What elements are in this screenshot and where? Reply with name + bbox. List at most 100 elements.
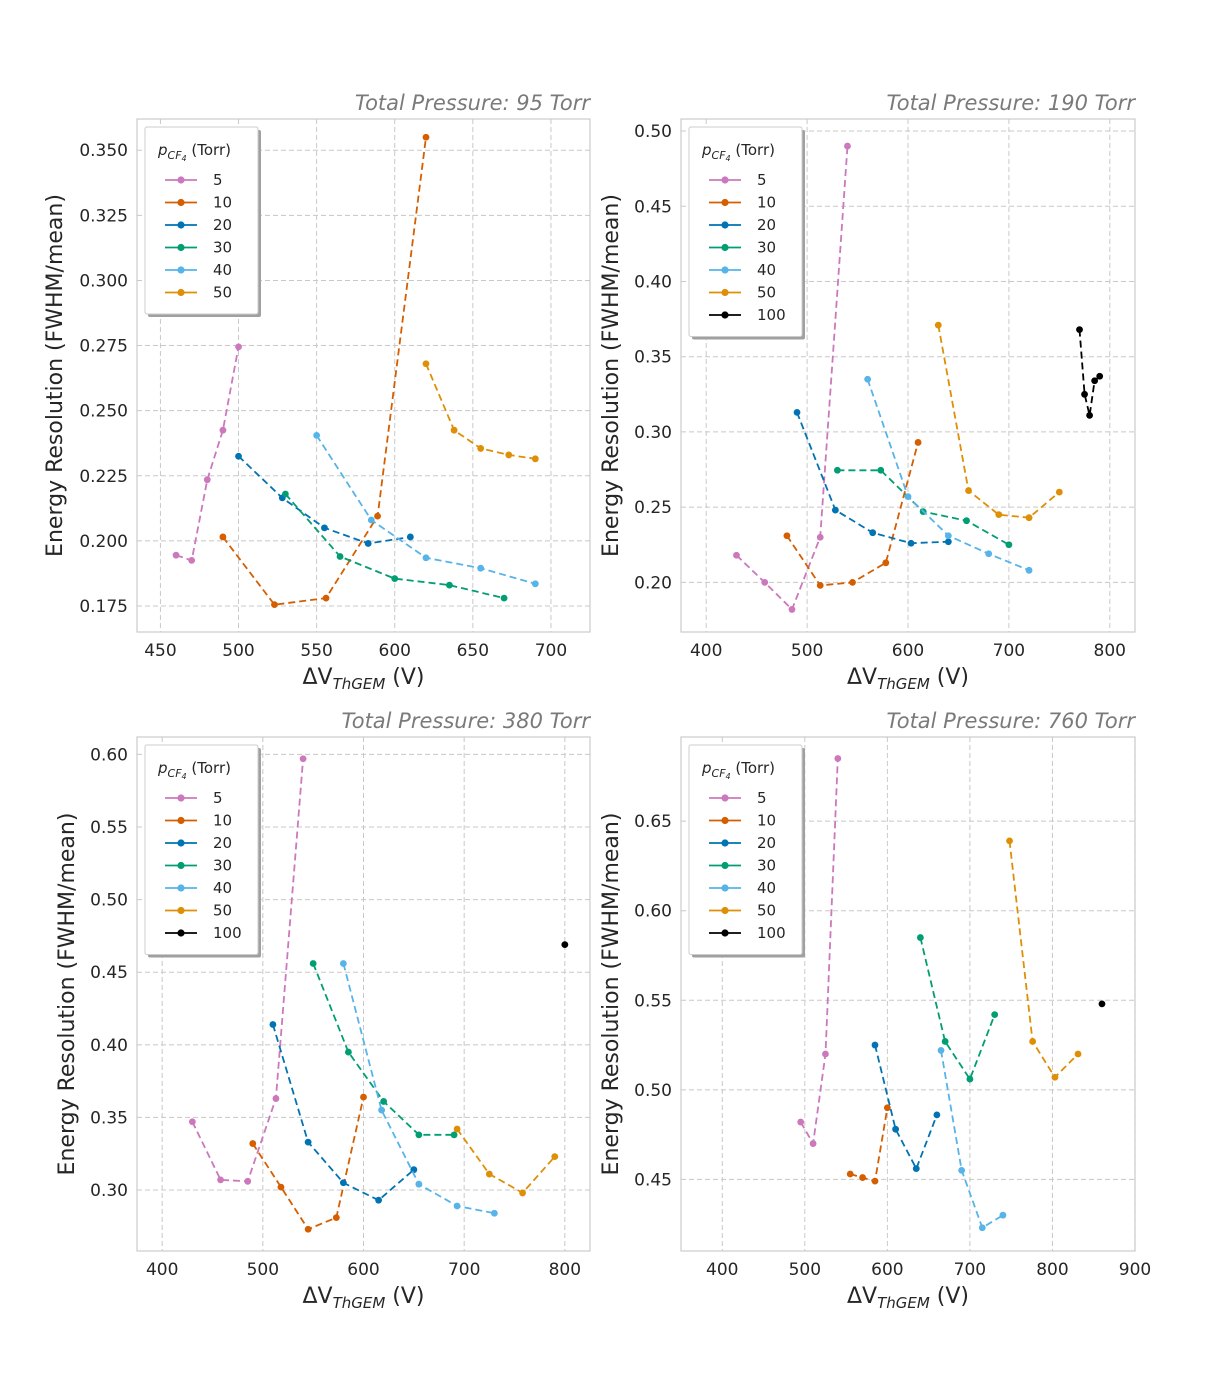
data-point xyxy=(364,540,372,547)
legend-marker-100 xyxy=(721,311,729,319)
chart-panel-3: 400 500 600 700 800 0.30 0.35 0.40 0.45 0.50 0.55 0… xyxy=(55,709,591,1312)
data-point xyxy=(869,529,877,537)
data-point xyxy=(219,426,227,434)
legend: pCF4 (Torr) 5 10 20 30 40 50 100 xyxy=(688,126,805,340)
data-point xyxy=(1081,390,1088,398)
x-tick-label: 600 xyxy=(871,1260,903,1280)
data-point xyxy=(816,581,824,589)
data-point xyxy=(934,321,942,329)
legend-label-5: 5 xyxy=(757,789,767,807)
panel-title: Total Pressure: 380 Torr xyxy=(341,709,591,733)
legend-label-30: 30 xyxy=(213,857,232,875)
data-point xyxy=(367,516,375,524)
data-point xyxy=(345,1048,352,1056)
legend-box xyxy=(144,126,259,315)
data-point xyxy=(871,1177,879,1185)
y-tick-label: 0.325 xyxy=(79,206,128,226)
y-tick-label: 0.30 xyxy=(90,1181,128,1201)
data-point xyxy=(1006,837,1013,845)
data-point xyxy=(203,476,211,484)
x-tick-label: 900 xyxy=(1119,1260,1151,1280)
legend-title: pCF4 (Torr) xyxy=(157,759,231,781)
x-tick-label: 800 xyxy=(1036,1260,1068,1280)
legend-label-30: 30 xyxy=(757,857,776,875)
data-point xyxy=(963,517,970,525)
data-point xyxy=(944,538,952,546)
y-tick-label: 0.45 xyxy=(634,197,672,217)
data-point xyxy=(380,1098,388,1105)
data-point xyxy=(733,551,740,559)
legend-label-50: 50 xyxy=(213,902,232,920)
data-point xyxy=(490,1209,498,1217)
legend-label-40: 40 xyxy=(757,261,776,279)
series-5 xyxy=(172,343,242,564)
data-point xyxy=(1051,1073,1059,1081)
data-point xyxy=(332,1214,340,1222)
y-axis-label: Energy Resolution (FWHM/mean) xyxy=(599,813,624,1176)
data-point xyxy=(985,550,993,558)
data-point xyxy=(450,426,458,434)
panel-title: Total Pressure: 95 Torr xyxy=(355,91,592,115)
data-point xyxy=(272,1095,280,1102)
data-point xyxy=(477,564,485,572)
y-tick-label: 0.250 xyxy=(79,402,128,422)
legend-label-50: 50 xyxy=(213,284,232,302)
legend-marker-30 xyxy=(721,243,729,252)
x-tick-label: 500 xyxy=(222,641,254,661)
data-point xyxy=(1098,1000,1106,1008)
legend-marker-20 xyxy=(177,221,185,229)
data-point xyxy=(378,1106,386,1114)
legend-label-20: 20 xyxy=(213,216,232,234)
data-point xyxy=(849,578,856,586)
y-tick-label: 0.50 xyxy=(634,1081,672,1101)
series-40 xyxy=(313,431,539,588)
y-tick-label: 0.35 xyxy=(90,1108,128,1128)
data-point xyxy=(864,375,872,383)
legend-marker-40 xyxy=(177,266,185,274)
legend-label-20: 20 xyxy=(213,834,232,852)
y-tick-label: 0.35 xyxy=(634,348,672,368)
data-point xyxy=(966,1075,974,1083)
y-tick-label: 0.40 xyxy=(90,1036,128,1056)
legend-label-100: 100 xyxy=(757,306,786,324)
legend-marker-50 xyxy=(721,906,729,915)
series-10 xyxy=(219,133,430,609)
data-point xyxy=(281,490,289,498)
series-10 xyxy=(846,1104,891,1185)
series-100 xyxy=(561,941,569,949)
data-point xyxy=(833,466,841,474)
series-line xyxy=(1008,840,1079,1079)
x-tick-label: 500 xyxy=(247,1260,279,1280)
legend-label-10: 10 xyxy=(213,194,232,212)
legend-label-5: 5 xyxy=(213,171,223,189)
data-point xyxy=(235,343,242,351)
data-point xyxy=(188,1118,196,1126)
y-tick-label: 0.20 xyxy=(634,573,672,593)
data-point xyxy=(859,1174,866,1181)
series-line xyxy=(937,324,1060,519)
series-5 xyxy=(733,142,851,613)
x-axis-label: ΔVThGEM (V) xyxy=(302,665,424,693)
data-point xyxy=(1005,541,1013,549)
y-tick-label: 0.55 xyxy=(634,991,672,1011)
series-10 xyxy=(249,1093,367,1233)
legend-marker-10 xyxy=(721,816,729,825)
y-tick-label: 0.275 xyxy=(79,337,128,357)
data-point xyxy=(904,493,912,501)
legend-marker-40 xyxy=(721,884,729,892)
data-point xyxy=(531,455,539,463)
series-40 xyxy=(937,1047,1007,1232)
y-axis-label: Energy Resolution (FWHM/mean) xyxy=(599,194,624,557)
series-10 xyxy=(783,439,922,589)
data-point xyxy=(374,512,381,520)
legend-marker-10 xyxy=(721,198,729,207)
data-point xyxy=(834,755,842,762)
data-point xyxy=(941,1038,949,1045)
legend-marker-50 xyxy=(177,906,185,915)
legend-marker-40 xyxy=(721,266,729,274)
y-tick-label: 0.60 xyxy=(90,745,128,765)
data-point xyxy=(883,1104,891,1112)
series-30 xyxy=(281,490,508,602)
series-50 xyxy=(934,321,1063,522)
data-point xyxy=(500,594,508,602)
